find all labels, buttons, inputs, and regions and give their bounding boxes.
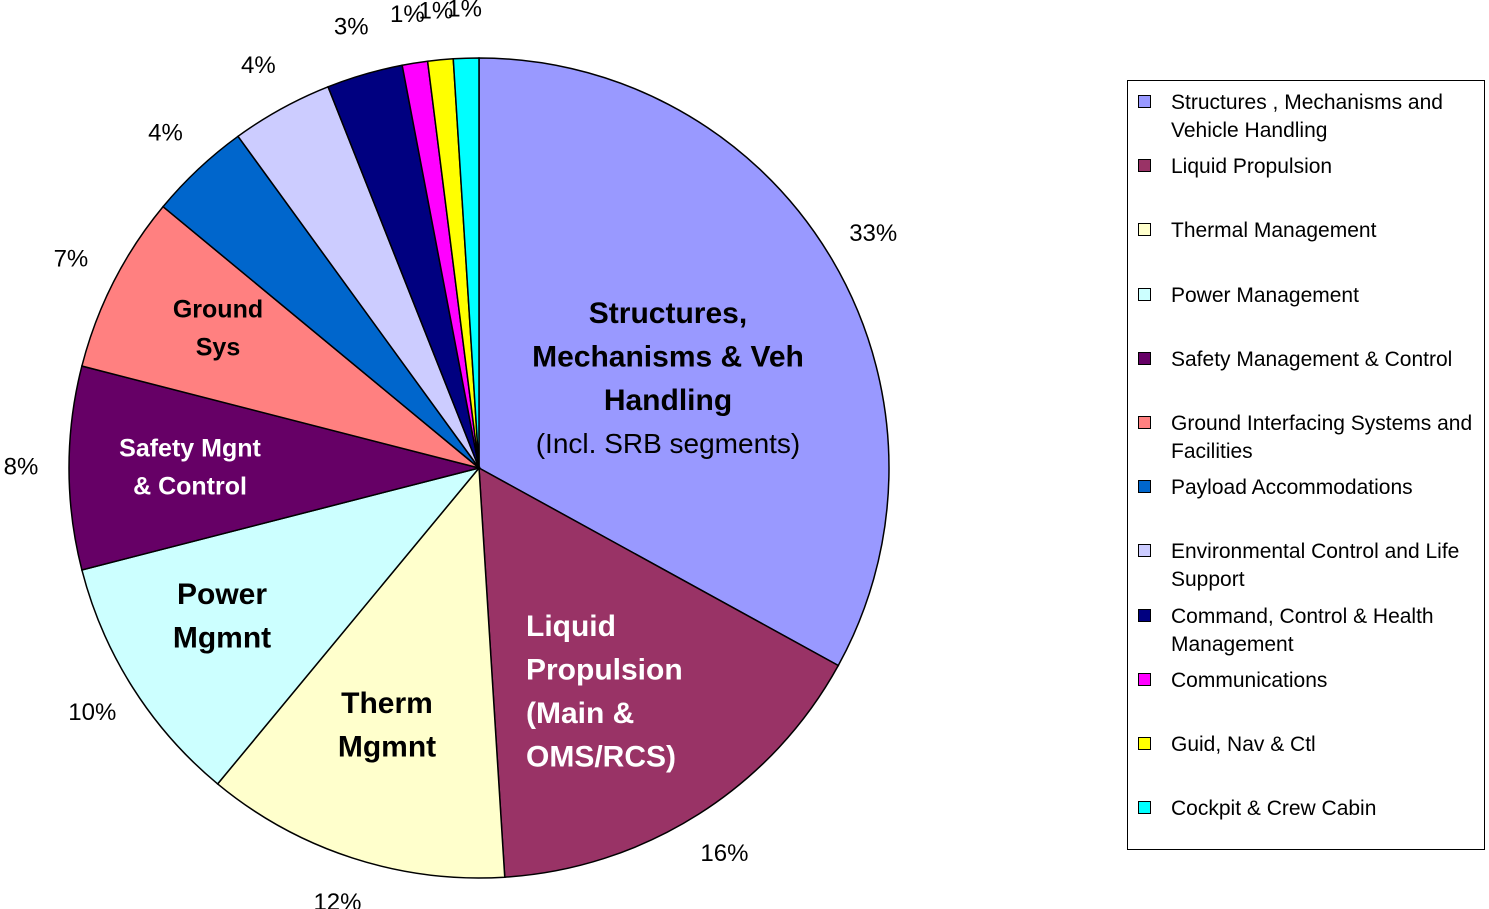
legend-label: Thermal Management	[1171, 219, 1377, 243]
legend-swatch	[1138, 672, 1151, 686]
pie-slice	[80, 466, 482, 785]
legend-swatch	[1138, 544, 1151, 558]
legend-swatch	[1138, 801, 1151, 815]
legend-label: Safety Management & Control	[1171, 347, 1453, 371]
legend-label: Power Management	[1171, 283, 1359, 307]
slice-annotation: Mechanisms & Veh	[532, 340, 804, 373]
legend-swatch	[1138, 416, 1151, 429]
slice-annotation: (Incl. SRB segments)	[536, 428, 801, 459]
pie-slice	[478, 57, 890, 667]
pie-slice	[216, 466, 506, 879]
value-label: 1%	[447, 0, 482, 23]
slice-annotation: Liquid	[526, 610, 616, 643]
slice-annotation: Propulsion	[526, 653, 683, 686]
pie-slice	[478, 466, 840, 878]
legend-label: Environmental Control and Life Support	[1171, 540, 1460, 592]
legend-swatch	[1138, 351, 1151, 365]
legend-label: Command, Control & Health Management	[1171, 604, 1434, 656]
legend-label: Guid, Nav & Ctl	[1171, 733, 1316, 756]
legend-swatch	[1138, 287, 1151, 301]
slice-annotation: & Control	[133, 473, 247, 501]
value-label: 33%	[849, 220, 897, 247]
legend-label: Payload Accommodations	[1171, 476, 1413, 500]
value-label: 4%	[241, 52, 276, 79]
slice-annotation: Safety Mgnt	[119, 435, 261, 463]
legend-label: Liquid Propulsion	[1171, 155, 1333, 179]
legend-swatch	[1138, 159, 1151, 173]
legend-swatch	[1138, 480, 1151, 494]
value-label: 8%	[4, 453, 39, 480]
legend-swatch	[1138, 223, 1151, 237]
value-label: 4%	[148, 119, 183, 146]
legend: Structures , Mechanisms and Vehicle Hand…	[1127, 80, 1485, 850]
value-label: 12%	[313, 889, 361, 909]
legend-swatch	[1138, 608, 1151, 622]
slice-annotation: OMS/RCS)	[526, 740, 676, 773]
slice-annotation: (Main &	[526, 697, 634, 730]
value-label: 10%	[68, 699, 116, 726]
value-label: 1%	[419, 0, 454, 24]
value-label: 7%	[54, 245, 89, 272]
legend-label: Cockpit & Crew Cabin	[1171, 797, 1377, 821]
value-label: 1%	[390, 1, 425, 28]
slice-annotation: Power	[177, 578, 267, 611]
slice-annotation: Handling	[604, 384, 732, 417]
pie-slice	[452, 57, 480, 469]
value-label: 16%	[700, 840, 748, 867]
pie-slice	[80, 205, 480, 469]
value-label: 3%	[334, 14, 369, 41]
slice-annotation: Ground	[173, 296, 263, 324]
slice-annotation: Mgmnt	[338, 730, 436, 763]
pie-slice	[68, 365, 480, 571]
slice-annotation: Sys	[196, 334, 240, 362]
legend-swatch	[1138, 95, 1151, 108]
legend-label: Ground Interfacing Systems and Facilitie…	[1171, 412, 1473, 463]
legend-label: Structures , Mechanisms and Vehicle Hand…	[1171, 91, 1443, 142]
slice-annotation: Therm	[341, 687, 433, 720]
legend-label: Communications	[1171, 668, 1328, 692]
slice-annotation: Structures,	[589, 297, 747, 330]
legend-swatch	[1138, 737, 1151, 750]
slice-annotation: Mgmnt	[173, 621, 271, 654]
